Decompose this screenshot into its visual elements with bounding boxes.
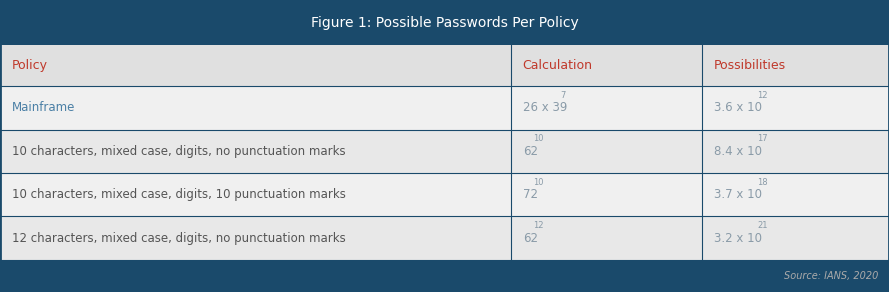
Text: 62: 62 — [523, 232, 538, 245]
Text: 18: 18 — [757, 178, 768, 187]
FancyBboxPatch shape — [0, 86, 889, 130]
Text: 72: 72 — [523, 188, 538, 201]
Text: Source: IANS, 2020: Source: IANS, 2020 — [784, 271, 878, 281]
Text: 3.2 x 10: 3.2 x 10 — [714, 232, 762, 245]
Text: 8.4 x 10: 8.4 x 10 — [714, 145, 762, 158]
Text: Calculation: Calculation — [523, 59, 593, 72]
FancyBboxPatch shape — [0, 45, 889, 86]
Text: 21: 21 — [757, 221, 768, 230]
Text: 10: 10 — [533, 134, 544, 143]
Text: Figure 1: Possible Passwords Per Policy: Figure 1: Possible Passwords Per Policy — [310, 16, 579, 29]
Text: 12: 12 — [757, 91, 768, 100]
Text: Possibilities: Possibilities — [714, 59, 786, 72]
Text: 12: 12 — [533, 221, 544, 230]
FancyBboxPatch shape — [0, 0, 889, 45]
Text: 26 x 39: 26 x 39 — [523, 101, 567, 114]
Text: 7: 7 — [561, 91, 566, 100]
FancyBboxPatch shape — [0, 130, 889, 173]
FancyBboxPatch shape — [0, 173, 889, 216]
Text: 12 characters, mixed case, digits, no punctuation marks: 12 characters, mixed case, digits, no pu… — [12, 232, 345, 245]
Text: 3.7 x 10: 3.7 x 10 — [714, 188, 762, 201]
Text: 3.6 x 10: 3.6 x 10 — [714, 101, 762, 114]
Text: Mainframe: Mainframe — [12, 101, 75, 114]
FancyBboxPatch shape — [0, 260, 889, 292]
FancyBboxPatch shape — [0, 216, 889, 260]
Text: 10: 10 — [533, 178, 544, 187]
Text: 17: 17 — [757, 134, 768, 143]
Text: 10 characters, mixed case, digits, no punctuation marks: 10 characters, mixed case, digits, no pu… — [12, 145, 345, 158]
Text: 10 characters, mixed case, digits, 10 punctuation marks: 10 characters, mixed case, digits, 10 pu… — [12, 188, 346, 201]
Text: 62: 62 — [523, 145, 538, 158]
Text: Policy: Policy — [12, 59, 47, 72]
